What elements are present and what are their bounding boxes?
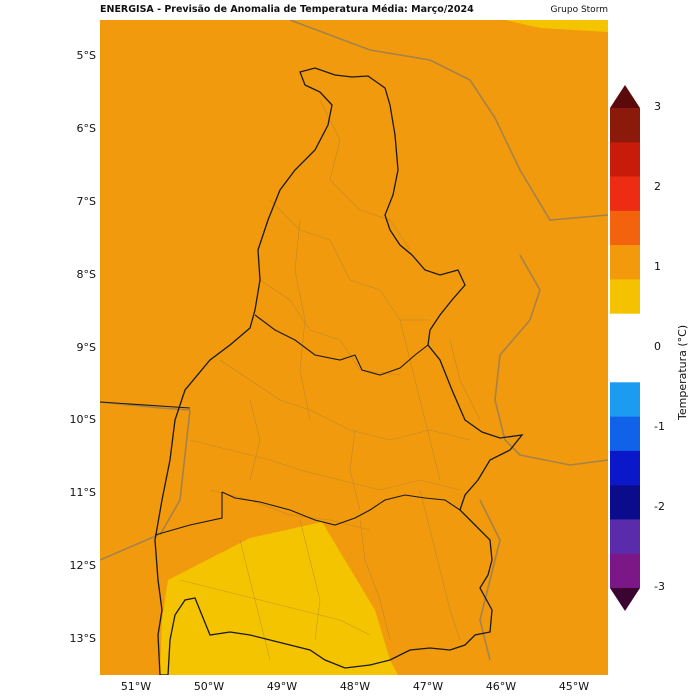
- anomaly-field-yellow-north: [505, 20, 608, 32]
- colorbar-segment: [610, 176, 640, 212]
- colorbar-segment: [610, 519, 640, 555]
- colorbar-segment: [610, 210, 640, 246]
- colorbar-segment: [610, 485, 640, 520]
- colorbar-segment: [610, 245, 640, 280]
- lat-label: 8°S: [76, 268, 96, 281]
- credit-label: Grupo Storm: [550, 5, 608, 15]
- colorbar: 3 2 1 0 -1 -2 -3: [610, 80, 700, 620]
- lon-label: 48°W: [339, 680, 371, 693]
- colorbar-tick: -3: [654, 580, 665, 593]
- colorbar-tick: 1: [654, 260, 661, 273]
- lon-label: 45°W: [558, 680, 590, 693]
- map-svg: [100, 20, 608, 675]
- colorbar-segment: [610, 553, 640, 589]
- lat-label: 10°S: [69, 413, 96, 426]
- colorbar-svg: [610, 85, 640, 611]
- colorbar-extend-top: [610, 85, 640, 108]
- lon-label: 49°W: [266, 680, 298, 693]
- colorbar-tick: 0: [654, 340, 661, 353]
- colorbar-segment: [610, 450, 640, 486]
- colorbar-segment: [610, 313, 640, 349]
- anomaly-field-orange: [100, 20, 608, 675]
- colorbar-tick: 2: [654, 180, 661, 193]
- anomaly-field-yellow-south: [160, 522, 398, 675]
- colorbar-title: Temperatura (°C): [676, 324, 689, 420]
- colorbar-segment: [610, 416, 640, 452]
- lat-label: 5°S: [76, 49, 96, 62]
- map-title: ENERGISA - Previsão de Anomalia de Tempe…: [100, 4, 474, 15]
- colorbar-tick: -2: [654, 500, 665, 513]
- lon-label: 46°W: [485, 680, 517, 693]
- lon-label: 50°W: [193, 680, 225, 693]
- colorbar-segments: [610, 108, 640, 589]
- lat-label: 13°S: [69, 632, 96, 645]
- lat-label: 12°S: [69, 559, 96, 572]
- lon-label: 47°W: [412, 680, 444, 693]
- lat-label: 9°S: [76, 341, 96, 354]
- colorbar-extend-bottom: [610, 588, 640, 611]
- lat-label: 11°S: [69, 486, 96, 499]
- colorbar-segment: [610, 382, 640, 417]
- lat-label: 6°S: [76, 122, 96, 135]
- colorbar-segment: [610, 348, 640, 383]
- colorbar-segment: [610, 279, 640, 315]
- colorbar-segment: [610, 142, 640, 177]
- colorbar-segment: [610, 108, 640, 143]
- tocantins-state-border: [154, 67, 524, 675]
- lat-label: 7°S: [76, 195, 96, 208]
- colorbar-tick: -1: [654, 420, 665, 433]
- lon-label: 51°W: [120, 680, 152, 693]
- map-area: [100, 20, 608, 675]
- region-borders: [100, 314, 461, 536]
- colorbar-tick: 3: [654, 100, 661, 113]
- municipal-borders: [179, 99, 481, 661]
